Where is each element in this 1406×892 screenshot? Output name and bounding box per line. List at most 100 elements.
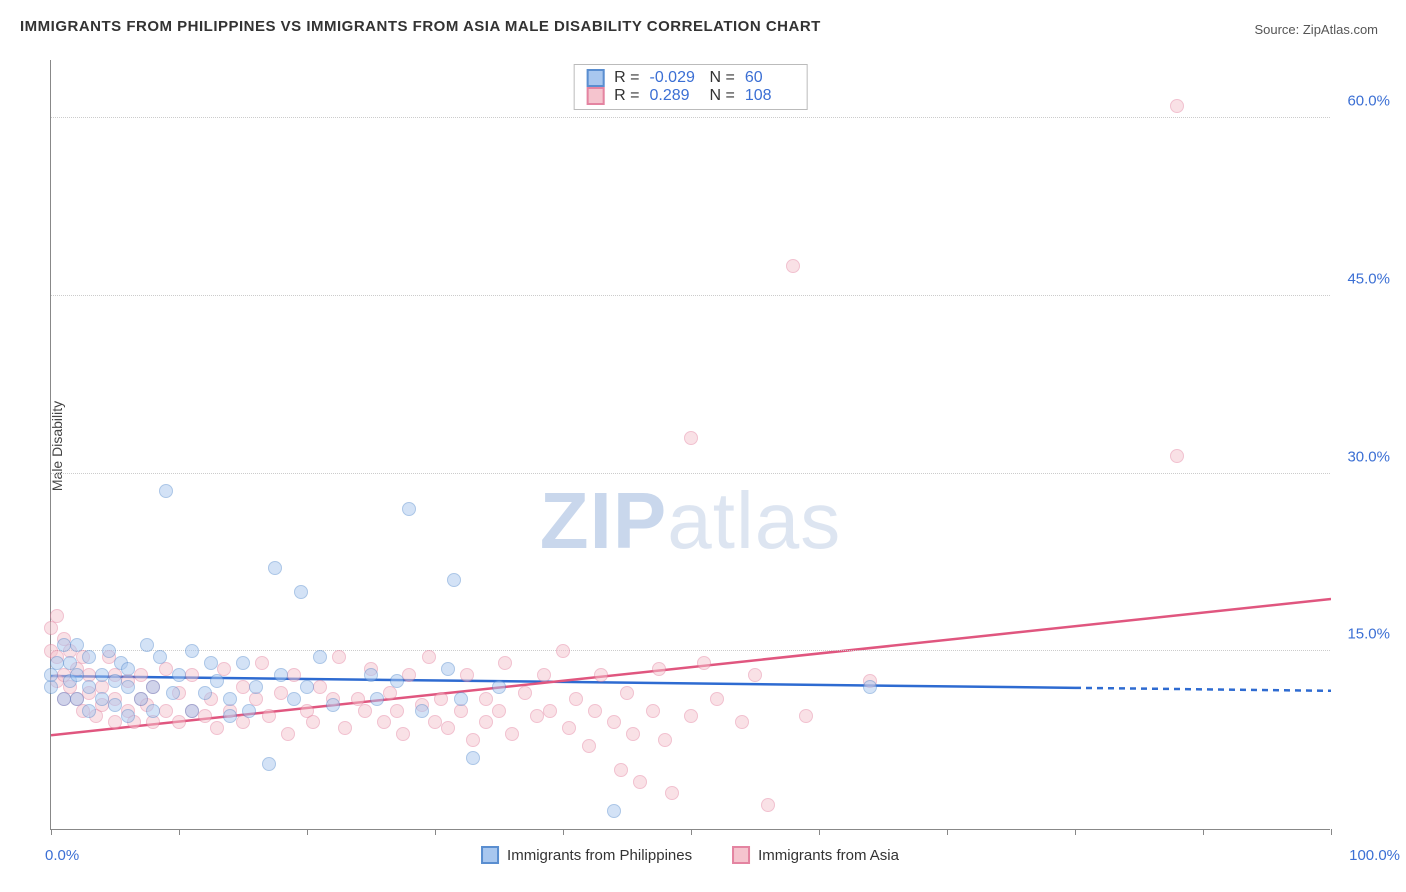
scatter-point-philippines (185, 704, 199, 718)
scatter-point-asia (402, 668, 416, 682)
scatter-point-asia (735, 715, 749, 729)
x-tick (435, 829, 436, 835)
scatter-point-asia (626, 727, 640, 741)
scatter-point-philippines (198, 686, 212, 700)
scatter-point-asia (748, 668, 762, 682)
watermark: ZIPatlas (540, 475, 841, 567)
scatter-point-philippines (242, 704, 256, 718)
scatter-point-asia (652, 662, 666, 676)
scatter-point-philippines (300, 680, 314, 694)
scatter-point-asia (1170, 449, 1184, 463)
x-tick (1331, 829, 1332, 835)
chart-title: IMMIGRANTS FROM PHILIPPINES VS IMMIGRANT… (20, 18, 821, 35)
scatter-point-asia (441, 721, 455, 735)
x-tick (179, 829, 180, 835)
scatter-point-asia (479, 692, 493, 706)
scatter-point-asia (287, 668, 301, 682)
scatter-point-philippines (102, 644, 116, 658)
scatter-point-asia (607, 715, 621, 729)
scatter-point-asia (210, 721, 224, 735)
scatter-point-philippines (415, 704, 429, 718)
scatter-point-asia (556, 644, 570, 658)
source-attribution: Source: ZipAtlas.com (1254, 22, 1378, 37)
scatter-point-asia (492, 704, 506, 718)
scatter-point-asia (434, 692, 448, 706)
scatter-point-asia (358, 704, 372, 718)
scatter-point-philippines (364, 668, 378, 682)
scatter-point-philippines (294, 585, 308, 599)
x-tick (1075, 829, 1076, 835)
scatter-point-asia (697, 656, 711, 670)
x-tick (307, 829, 308, 835)
scatter-point-asia (422, 650, 436, 664)
legend-label-asia: Immigrants from Asia (758, 847, 899, 864)
scatter-point-asia (479, 715, 493, 729)
scatter-point-philippines (249, 680, 263, 694)
scatter-point-asia (562, 721, 576, 735)
scatter-point-asia (396, 727, 410, 741)
scatter-point-asia (134, 668, 148, 682)
scatter-point-philippines (70, 668, 84, 682)
x-axis-min-label: 0.0% (45, 847, 79, 864)
scatter-point-philippines (326, 698, 340, 712)
y-tick-label: 45.0% (1347, 270, 1390, 287)
scatter-point-philippines (121, 709, 135, 723)
scatter-point-asia (306, 715, 320, 729)
scatter-point-philippines (863, 680, 877, 694)
scatter-point-asia (710, 692, 724, 706)
scatter-point-philippines (185, 644, 199, 658)
scatter-point-philippines (140, 638, 154, 652)
scatter-point-philippines (274, 668, 288, 682)
plot-area: ZIPatlas R = -0.029 N = 60 R = 0.289 N =… (50, 60, 1330, 830)
scatter-point-asia (255, 656, 269, 670)
scatter-point-asia (198, 709, 212, 723)
scatter-point-asia (313, 680, 327, 694)
scatter-point-asia (582, 739, 596, 753)
scatter-point-asia (537, 668, 551, 682)
scatter-point-philippines (159, 484, 173, 498)
legend-swatch-philippines (586, 69, 604, 87)
scatter-point-philippines (223, 709, 237, 723)
scatter-point-asia (332, 650, 346, 664)
legend-stats-box: R = -0.029 N = 60 R = 0.289 N = 108 (573, 64, 808, 110)
scatter-point-asia (620, 686, 634, 700)
x-tick (51, 829, 52, 835)
scatter-point-philippines (262, 757, 276, 771)
scatter-point-asia (185, 668, 199, 682)
x-tick (691, 829, 692, 835)
scatter-point-philippines (121, 662, 135, 676)
legend-stats-row-philippines: R = -0.029 N = 60 (586, 69, 795, 87)
scatter-point-asia (799, 709, 813, 723)
scatter-point-philippines (287, 692, 301, 706)
chart-container: ZIPatlas R = -0.029 N = 60 R = 0.289 N =… (50, 60, 1330, 830)
legend-series: Immigrants from Philippines Immigrants f… (481, 846, 899, 864)
scatter-point-asia (588, 704, 602, 718)
scatter-point-asia (281, 727, 295, 741)
gridline (51, 117, 1330, 118)
y-tick-label: 15.0% (1347, 626, 1390, 643)
scatter-point-asia (569, 692, 583, 706)
legend-item-asia: Immigrants from Asia (732, 846, 899, 864)
scatter-point-philippines (70, 638, 84, 652)
scatter-point-philippines (204, 656, 218, 670)
scatter-point-asia (594, 668, 608, 682)
gridline (51, 473, 1330, 474)
scatter-point-philippines (121, 680, 135, 694)
y-tick-label: 30.0% (1347, 448, 1390, 465)
scatter-point-asia (684, 431, 698, 445)
scatter-point-philippines (172, 668, 186, 682)
y-tick-label: 60.0% (1347, 93, 1390, 110)
scatter-point-asia (658, 733, 672, 747)
x-tick (563, 829, 564, 835)
scatter-point-philippines (210, 674, 224, 688)
scatter-point-asia (786, 259, 800, 273)
scatter-point-philippines (70, 692, 84, 706)
scatter-point-philippines (492, 680, 506, 694)
scatter-point-philippines (454, 692, 468, 706)
scatter-point-philippines (268, 561, 282, 575)
x-axis-max-label: 100.0% (1349, 847, 1400, 864)
scatter-point-philippines (108, 698, 122, 712)
legend-stats-row-asia: R = 0.289 N = 108 (586, 87, 795, 105)
legend-swatch-asia (586, 87, 604, 105)
x-tick (947, 829, 948, 835)
